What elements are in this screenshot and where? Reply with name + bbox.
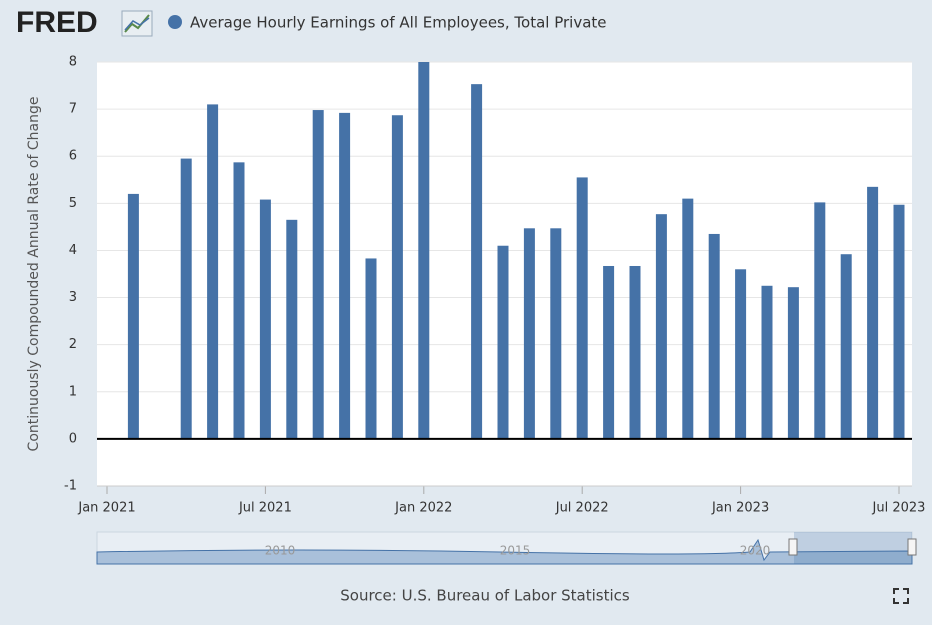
source: Source: U.S. Bureau of Labor Statistics bbox=[340, 587, 630, 605]
legend-marker bbox=[168, 15, 182, 29]
y-tick-label: 0 bbox=[69, 431, 77, 446]
x-tick-label: Jul 2023 bbox=[872, 501, 926, 516]
bar bbox=[312, 110, 324, 439]
bar bbox=[682, 198, 694, 439]
bar bbox=[365, 258, 377, 439]
navigator-label: 2010 bbox=[265, 544, 296, 558]
bar bbox=[629, 265, 641, 439]
y-tick-label: 7 bbox=[69, 102, 77, 117]
y-tick-label: 8 bbox=[69, 55, 77, 70]
y-tick-label: -1 bbox=[64, 479, 77, 494]
bar bbox=[867, 186, 879, 439]
bar bbox=[259, 199, 271, 439]
bar bbox=[655, 214, 667, 439]
x-tick-label: Jan 2022 bbox=[394, 501, 452, 516]
navigator bbox=[96, 531, 917, 565]
bar bbox=[787, 287, 799, 439]
navigator-label: 2015 bbox=[500, 544, 531, 558]
x-tick-label: Jan 2023 bbox=[711, 501, 769, 516]
bar bbox=[497, 245, 509, 439]
y-tick-label: 4 bbox=[69, 243, 77, 258]
y-tick-label: 5 bbox=[69, 196, 77, 211]
bar bbox=[523, 228, 535, 439]
x-tick-label: Jul 2021 bbox=[238, 501, 292, 516]
bar bbox=[339, 112, 351, 439]
bar bbox=[603, 265, 615, 439]
bar bbox=[418, 62, 430, 439]
fullscreen-icon[interactable] bbox=[893, 588, 909, 604]
x-tick-label: Jul 2022 bbox=[555, 501, 609, 516]
bar bbox=[735, 269, 747, 439]
y-tick-label: 1 bbox=[69, 384, 77, 399]
bar bbox=[550, 228, 562, 439]
bar bbox=[127, 193, 139, 439]
y-tick-label: 6 bbox=[69, 149, 77, 164]
logo: FRED bbox=[16, 6, 98, 39]
bar bbox=[391, 115, 403, 439]
y-tick-label: 3 bbox=[69, 290, 77, 305]
bar bbox=[814, 202, 826, 439]
bar bbox=[207, 104, 219, 439]
bar bbox=[840, 254, 852, 439]
bar bbox=[893, 204, 905, 439]
bar bbox=[576, 177, 588, 439]
bar bbox=[286, 219, 298, 439]
x-tick-label: Jan 2021 bbox=[77, 501, 135, 516]
navigator-label: 2020 bbox=[740, 544, 771, 558]
bar bbox=[180, 158, 192, 439]
y-axis-label: Continuously Compounded Annual Rate of C… bbox=[26, 97, 42, 452]
y-tick-label: 2 bbox=[69, 337, 77, 352]
bar bbox=[233, 162, 245, 439]
bar bbox=[708, 233, 720, 439]
bar bbox=[761, 285, 773, 439]
logo-icon bbox=[121, 10, 153, 37]
bar bbox=[471, 84, 483, 439]
legend-title: Average Hourly Earnings of All Employees… bbox=[190, 14, 607, 32]
